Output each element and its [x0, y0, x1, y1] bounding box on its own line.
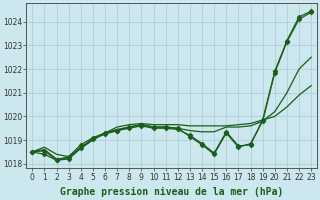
X-axis label: Graphe pression niveau de la mer (hPa): Graphe pression niveau de la mer (hPa) — [60, 187, 283, 197]
